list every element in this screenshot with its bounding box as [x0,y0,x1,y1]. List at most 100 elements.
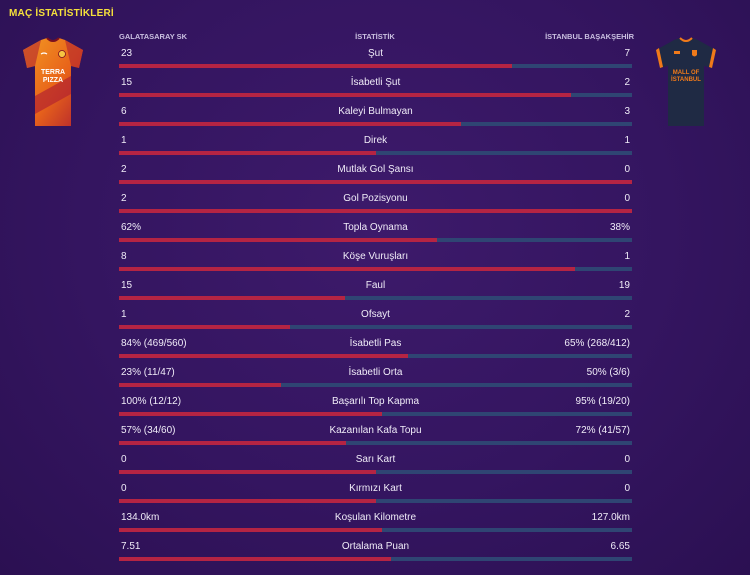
stat-away-value: 3 [624,106,630,117]
stat-home-value: 7.51 [121,541,141,552]
stat-comparison-bar [119,296,632,300]
stat-home-bar-fill [119,180,632,184]
stat-home-value: 0 [121,483,127,494]
stat-away-value: 0 [624,193,630,204]
stat-label: Mutlak Gol Şansı [337,164,414,175]
stat-row: 7.51 Ortalama Puan 6.65 [119,537,632,566]
stat-away-value: 65% (268/412) [564,338,630,349]
stat-away-value: 0 [624,454,630,465]
stat-away-value: 7 [624,48,630,59]
stat-away-value: 50% (3/6) [586,367,630,378]
stat-away-value: 6.65 [610,541,630,552]
stat-home-value: 2 [121,164,127,175]
stat-home-value: 0 [121,454,127,465]
stat-row: 100% (12/12) Başarılı Top Kapma 95% (19/20… [119,392,632,421]
stat-row: 1 Ofsayt 2 [119,305,632,334]
stat-label: Gol Pozisyonu [343,193,408,204]
stat-row: 84% (469/560) İsabetli Pas 65% (268/412) [119,334,632,363]
stat-comparison-bar [119,122,632,126]
stat-home-value: 1 [121,135,127,146]
stat-label: Koşulan Kilometre [334,512,417,523]
away-kit-shirt: MALL OF İSTANBUL [656,37,716,126]
stat-home-value: 23 [121,48,133,59]
stat-comparison-bar [119,93,632,97]
stat-column-title: İSTATİSTİK [355,32,395,41]
stat-row: 8 Köşe Vuruşları 1 [119,247,632,276]
stat-row: 15 Faul 19 [119,276,632,305]
stat-away-value: 1 [624,251,630,262]
stat-home-value: 15 [121,77,133,88]
stat-away-value: 72% (41/57) [575,425,630,436]
stat-home-bar-fill [119,238,438,242]
stat-label: Sarı Kart [355,454,396,465]
stat-comparison-bar [119,180,632,184]
page-title: MAÇ İSTATİSTİKLERİ [9,8,114,19]
stat-label: Şut [367,48,383,59]
stat-label: Kırmızı Kart [349,483,402,494]
stat-home-value: 6 [121,106,127,117]
stat-away-value: 0 [624,164,630,175]
stat-comparison-bar [119,238,632,242]
stat-away-value: 0 [624,483,630,494]
stat-home-bar-fill [119,499,376,503]
stat-label: Başarılı Top Kapma [331,396,420,407]
stat-label: İsabetli Pas [349,338,402,349]
stat-comparison-bar [119,412,632,416]
stat-home-bar-fill [119,64,513,68]
stat-home-bar-fill [119,470,376,474]
stat-label: Kaleyi Bulmayan [338,106,413,117]
stat-row: 0 Sarı Kart 0 [119,450,632,479]
stat-row: 134.0km Koşulan Kilometre 127.0km [119,508,632,537]
stat-home-value: 1 [121,309,127,320]
stat-label: Ortalama Puan [341,541,410,552]
stat-home-bar-fill [119,151,376,155]
stat-home-value: 8 [121,251,127,262]
stat-row: 1 Direk 1 [119,131,632,160]
stat-row: 62% Topla Oynama 38% [119,218,632,247]
stat-away-value: 38% [609,222,630,233]
stat-label: Faul [365,280,386,291]
stat-away-value: 127.0km [591,512,630,523]
stat-away-value: 95% (19/20) [575,396,630,407]
stat-comparison-bar [119,383,632,387]
stat-comparison-bar [119,470,632,474]
stat-home-bar-fill [119,325,290,329]
stat-label: İsabetli Orta [348,367,403,378]
stat-label: Kazanılan Kafa Topu [329,425,422,436]
stat-away-value: 1 [624,135,630,146]
stat-row: 23 Şut 7 [119,44,632,73]
stat-home-bar-fill [119,441,346,445]
away-team-name[interactable]: İSTANBUL BAŞAKŞEHİR [545,32,634,41]
stat-comparison-bar [119,528,632,532]
stat-home-bar-fill [119,93,572,97]
stat-home-bar-fill [119,296,346,300]
stat-home-value: 84% (469/560) [121,338,187,349]
stat-away-value: 2 [624,309,630,320]
stat-label: Topla Oynama [343,222,408,233]
stat-home-value: 57% (34/60) [121,425,176,436]
stat-home-value: 15 [121,280,133,291]
stat-row: 0 Kırmızı Kart 0 [119,479,632,508]
stat-comparison-bar [119,209,632,213]
home-kit-sponsor-2: PIZZA [43,77,63,84]
stat-home-value: 2 [121,193,127,204]
away-kit-sponsor-1: MALL OF [673,70,700,76]
stat-row: 57% (34/60) Kazanılan Kafa Topu 72% (41/57… [119,421,632,450]
stat-row: 23% (11/47) İsabetli Orta 50% (3/6) [119,363,632,392]
away-kit-sponsor-2: İSTANBUL [671,76,701,83]
stat-comparison-bar [119,151,632,155]
stat-home-bar-fill [119,267,576,271]
stats-table: 23 Şut 7 15 İsabetli Şut 2 6 Kaleyi Bulmayan 3 1 D… [119,44,632,566]
home-kit-sponsor-1: TERRA [41,69,65,76]
home-team-name[interactable]: GALATASARAY SK [119,32,188,41]
stat-home-value: 23% (11/47) [121,367,175,378]
stat-away-value: 2 [624,77,630,88]
stat-comparison-bar [119,441,632,445]
stat-comparison-bar [119,64,632,68]
stat-home-bar-fill [119,557,391,561]
stat-home-bar-fill [119,209,632,213]
stat-row: 6 Kaleyi Bulmayan 3 [119,102,632,131]
stat-home-bar-fill [119,412,383,416]
stat-row: 15 İsabetli Şut 2 [119,73,632,102]
stat-row: 2 Gol Pozisyonu 0 [119,189,632,218]
